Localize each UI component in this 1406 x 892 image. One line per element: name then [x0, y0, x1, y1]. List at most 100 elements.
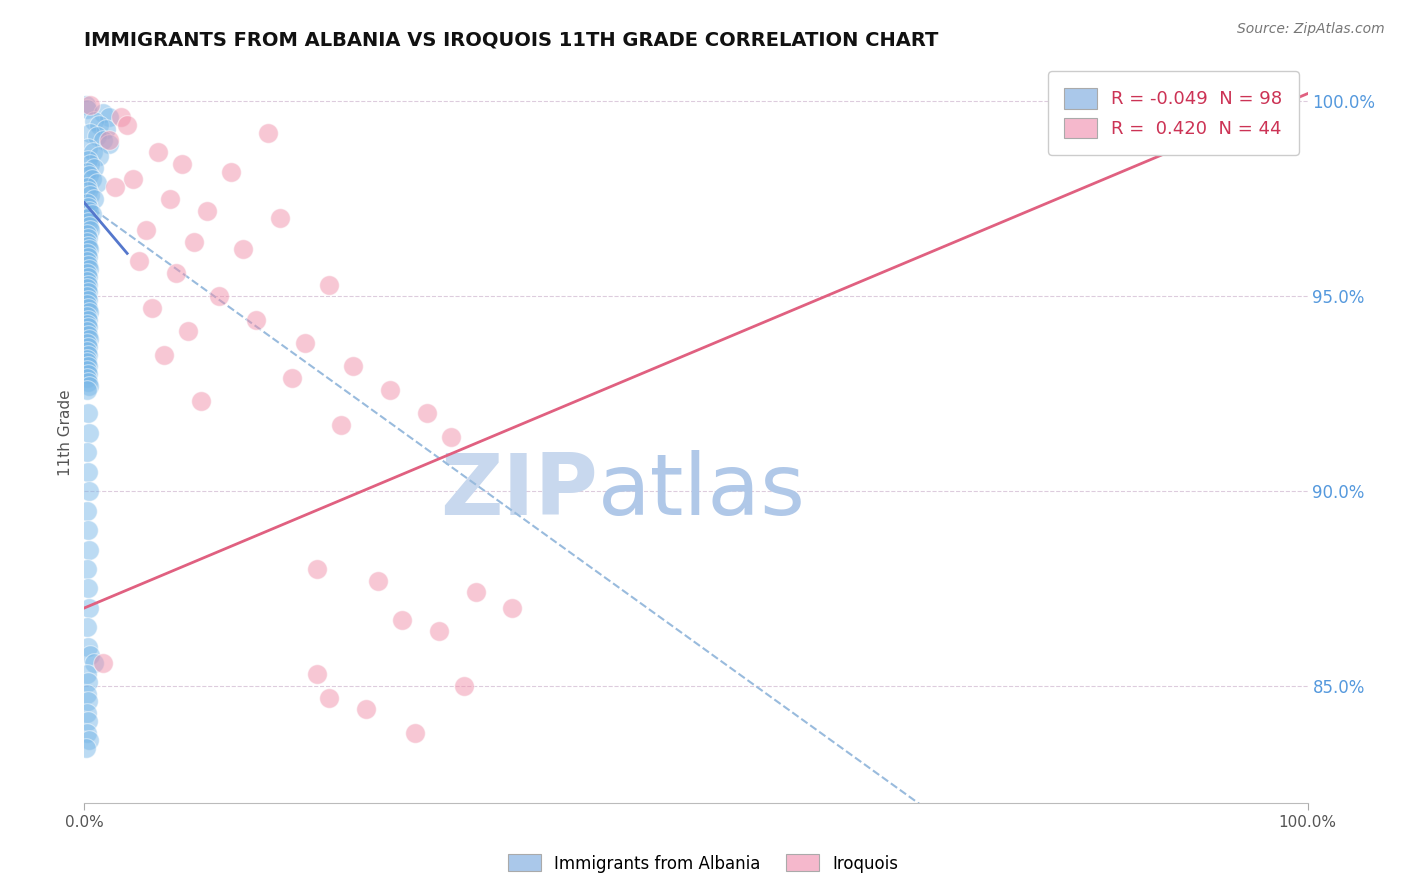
Point: [257, 126, 280, 140]
Point: [97, 133, 120, 147]
Point: [87, 149, 110, 163]
Point: [76, 371, 98, 385]
Point: [232, 243, 254, 257]
Point: [79, 126, 101, 140]
Point: [76, 289, 98, 303]
Point: [77, 238, 100, 252]
Point: [79, 188, 101, 202]
Point: [77, 269, 100, 284]
Point: [380, 383, 402, 397]
Point: [80, 207, 103, 221]
Point: [76, 211, 98, 226]
Legend: R = -0.049  N = 98, R =  0.420  N = 44: R = -0.049 N = 98, R = 0.420 N = 44: [1047, 71, 1299, 154]
Point: [281, 371, 304, 385]
Point: [77, 277, 100, 292]
Point: [77, 542, 100, 557]
Point: [79, 98, 101, 112]
Point: [76, 297, 98, 311]
Point: [83, 161, 105, 175]
Point: [453, 679, 475, 693]
Point: [76, 355, 98, 369]
Point: [77, 465, 100, 479]
Point: [76, 102, 98, 116]
Point: [77, 367, 100, 381]
Y-axis label: 11th Grade: 11th Grade: [58, 389, 73, 476]
Point: [104, 180, 127, 194]
Point: [79, 157, 101, 171]
Point: [77, 153, 100, 167]
Point: [177, 324, 200, 338]
Point: [76, 336, 98, 351]
Point: [83, 114, 105, 128]
Point: [86, 129, 108, 144]
Point: [159, 192, 181, 206]
Point: [86, 176, 108, 190]
Point: [77, 733, 100, 747]
Point: [76, 383, 98, 397]
Point: [76, 281, 98, 295]
Point: [77, 340, 100, 354]
Point: [76, 266, 98, 280]
Point: [76, 235, 98, 249]
Point: [269, 211, 291, 226]
Point: [77, 379, 100, 393]
Point: [219, 164, 242, 178]
Point: [110, 110, 132, 124]
Point: [77, 348, 100, 362]
Point: [77, 243, 100, 257]
Point: [165, 266, 187, 280]
Point: [76, 667, 98, 681]
Point: [76, 503, 98, 517]
Legend: Immigrants from Albania, Iroquois: Immigrants from Albania, Iroquois: [501, 847, 905, 880]
Point: [77, 359, 100, 374]
Point: [77, 293, 100, 307]
Point: [77, 523, 100, 537]
Point: [76, 324, 98, 338]
Point: [77, 169, 100, 183]
Point: [76, 363, 98, 377]
Point: [76, 620, 98, 634]
Point: [416, 406, 439, 420]
Point: [77, 484, 100, 499]
Point: [76, 343, 98, 358]
Point: [502, 601, 524, 615]
Point: [427, 624, 450, 639]
Point: [77, 312, 100, 326]
Point: [91, 656, 114, 670]
Point: [330, 417, 353, 432]
Point: [294, 336, 316, 351]
Text: atlas: atlas: [598, 450, 806, 533]
Point: [195, 203, 218, 218]
Point: [305, 667, 328, 681]
Point: [97, 110, 120, 124]
Point: [76, 351, 98, 366]
Point: [76, 725, 98, 739]
Point: [83, 192, 105, 206]
Point: [128, 254, 150, 268]
Point: [404, 725, 426, 739]
Point: [76, 309, 98, 323]
Point: [342, 359, 364, 374]
Point: [91, 106, 114, 120]
Point: [91, 133, 114, 147]
Point: [97, 137, 120, 152]
Point: [77, 328, 100, 343]
Point: [77, 332, 100, 346]
Point: [76, 164, 98, 178]
Point: [122, 172, 145, 186]
Point: [75, 741, 97, 756]
Point: [367, 574, 389, 588]
Point: [80, 172, 103, 186]
Text: Source: ZipAtlas.com: Source: ZipAtlas.com: [1237, 22, 1385, 37]
Point: [76, 227, 98, 241]
Point: [77, 219, 100, 233]
Point: [77, 320, 100, 334]
Point: [77, 285, 100, 300]
Point: [115, 118, 138, 132]
Point: [77, 203, 100, 218]
Point: [77, 601, 100, 615]
Point: [77, 640, 100, 654]
Point: [305, 562, 328, 576]
Point: [82, 145, 104, 159]
Point: [77, 305, 100, 319]
